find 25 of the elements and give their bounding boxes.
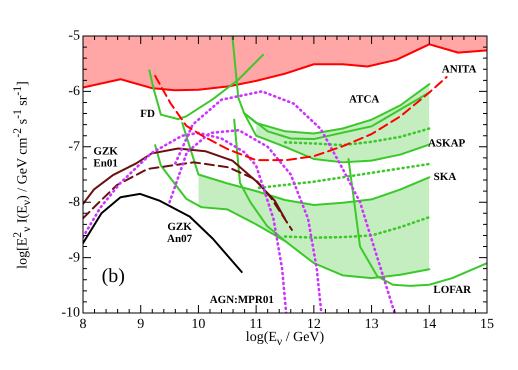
annotation: AGN:MPR01: [210, 294, 274, 306]
annotation: LOFAR: [433, 284, 472, 296]
annotation: SKA: [434, 171, 456, 184]
annotation: ATCA: [349, 94, 380, 106]
annotation: (b): [102, 265, 125, 288]
y-tick-label: -9: [68, 250, 80, 266]
annotation: GZK An07: [167, 221, 193, 246]
x-tick-label: 8: [80, 317, 86, 332]
x-axis-title: log(E$_{ν}$ / GeV): [246, 330, 324, 348]
y-tick-label: -6: [68, 84, 80, 100]
y-tick-label: -7: [68, 139, 80, 154]
y-tick-label: -8: [68, 194, 80, 210]
x-tick-label: 13: [364, 317, 379, 332]
y-tick-label: -5: [68, 28, 80, 44]
annotation: FD: [140, 108, 156, 120]
x-tick-label: 12: [306, 317, 321, 332]
x-tick-label: 10: [191, 317, 206, 332]
x-tick-label: 14: [422, 317, 436, 332]
annotation: ANITA: [442, 64, 476, 76]
x-tick-label: 11: [249, 317, 263, 332]
annotation: GZK En01: [93, 146, 118, 170]
annotation: ASKAP: [428, 137, 466, 150]
y-tick-label: -10: [61, 306, 80, 321]
x-tick-label: 9: [137, 317, 144, 332]
x-tick-label: 15: [480, 317, 494, 332]
